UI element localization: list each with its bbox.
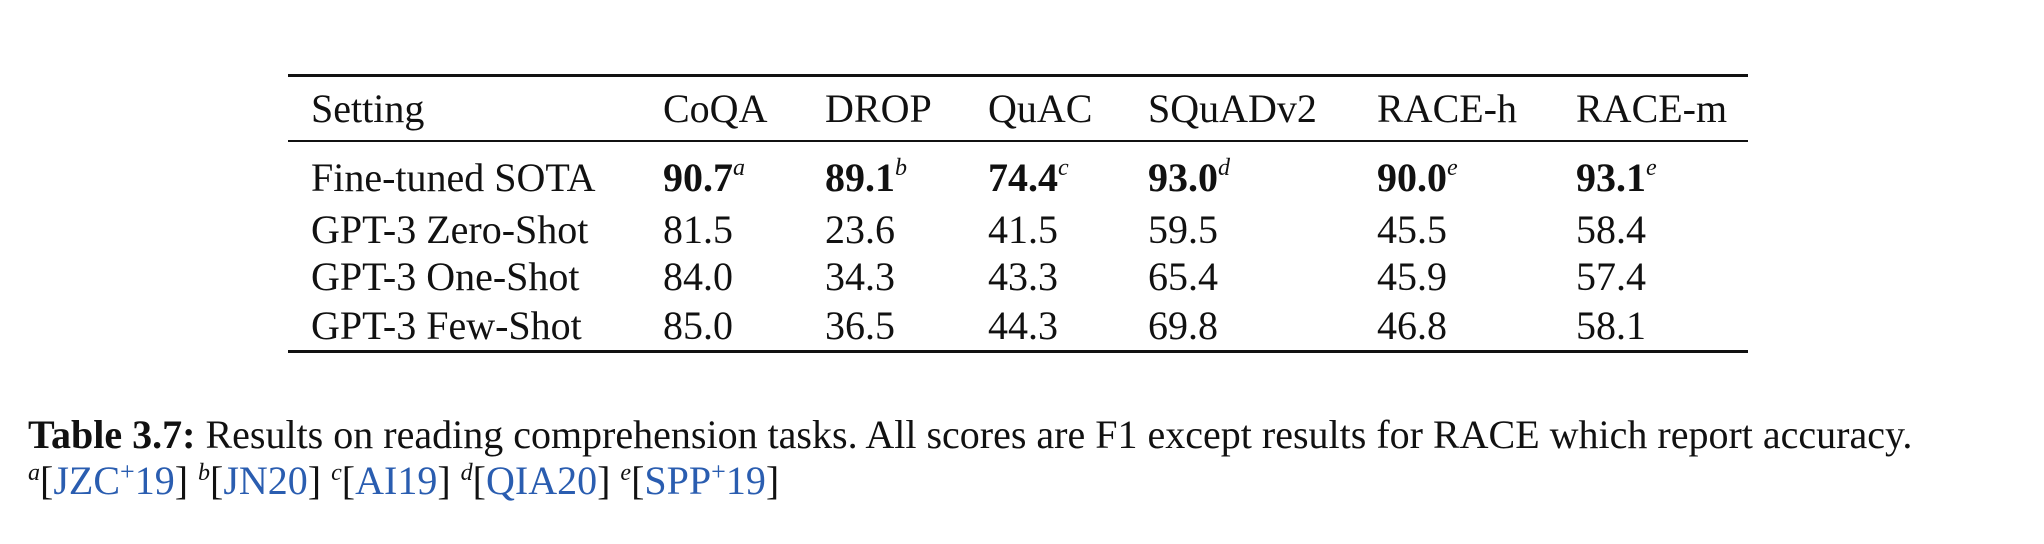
citation-link[interactable]: JN20	[223, 458, 307, 503]
sota-cell: 93.0d	[1148, 142, 1377, 206]
mid-rule	[288, 140, 1748, 142]
table-cell: 59.5	[1148, 207, 1218, 252]
sota-value: 93.1	[1576, 154, 1646, 200]
citation-item: a[JZC+19]	[28, 458, 188, 503]
table-cell: 23.6	[825, 207, 895, 252]
sota-value: 74.4	[988, 154, 1058, 200]
sota-cell: 90.7a	[663, 142, 825, 206]
citation-mark: e	[620, 460, 632, 486]
table-cell: 45.9	[1377, 254, 1447, 299]
table-cell: 41.5	[988, 207, 1058, 252]
citation-close: ]	[597, 458, 611, 503]
footnote-mark: c	[1058, 154, 1069, 181]
caption-label: Table 3.7:	[28, 412, 196, 457]
header-quac: QuAC	[988, 86, 1093, 131]
row-label: GPT-3 Few-Shot	[311, 302, 582, 348]
sota-cell: 74.4c	[988, 142, 1148, 206]
table-cell: 44.3	[988, 302, 1058, 348]
header-setting: Setting	[311, 86, 425, 131]
results-table-grid: Setting CoQA DROP QuAC SQuADv2 RACE-h RA…	[288, 77, 1748, 140]
citation-close: ]	[437, 458, 451, 503]
table-row-sota: Fine-tuned SOTA 90.7a 89.1b 74.4c 93.0d …	[288, 142, 1748, 206]
citation-ref: QIA20	[485, 458, 598, 503]
table-cell: 34.3	[825, 254, 895, 299]
table-cell: 58.1	[1576, 302, 1646, 348]
citation-year: 19	[134, 458, 175, 503]
sota-cell: 90.0e	[1377, 142, 1576, 206]
header-drop: DROP	[825, 86, 932, 131]
header-coqa: CoQA	[663, 86, 768, 131]
citation-open: [	[40, 458, 54, 503]
citation-link[interactable]: AI19	[355, 458, 437, 503]
citation-ref: AI19	[355, 458, 438, 503]
sota-value: 90.7	[663, 154, 733, 200]
citation-item: d[QIA20]	[461, 458, 611, 503]
citation-link[interactable]: SPP+19	[644, 458, 765, 503]
citation-year: 19	[725, 458, 766, 503]
top-rule	[288, 74, 1748, 77]
table-cell: 45.5	[1377, 207, 1447, 252]
row-label: GPT-3 Zero-Shot	[311, 207, 589, 252]
row-label: GPT-3 One-Shot	[311, 254, 580, 299]
table-cell: 65.4	[1148, 254, 1218, 299]
row-label: Fine-tuned SOTA	[311, 154, 596, 200]
header-race-h: RACE-h	[1377, 86, 1517, 131]
sota-cell: 89.1b	[825, 142, 988, 206]
citation-open: [	[631, 458, 645, 503]
header-row: Setting CoQA DROP QuAC SQuADv2 RACE-h RA…	[288, 77, 1748, 140]
citation-mark: c	[331, 460, 342, 486]
bottom-rule	[288, 350, 1748, 353]
table-cell: 85.0	[663, 302, 733, 348]
citation-ref: JN20	[223, 458, 308, 503]
table-row-zero-shot: GPT-3 Zero-Shot 81.5 23.6 41.5 59.5 45.5…	[288, 206, 1748, 253]
citation-close: ]	[174, 458, 189, 503]
results-table: Setting CoQA DROP QuAC SQuADv2 RACE-h RA…	[288, 74, 1748, 353]
sota-value: 90.0	[1377, 154, 1447, 200]
citation-open: [	[341, 458, 356, 503]
header-squadv2: SQuADv2	[1148, 86, 1317, 131]
table-cell: 81.5	[663, 207, 733, 252]
table-cell: 84.0	[663, 254, 733, 299]
citation-ref: SPP	[644, 458, 712, 503]
citation-close: ]	[765, 458, 780, 503]
footnote-mark: e	[1646, 154, 1657, 181]
table-cell: 69.8	[1148, 302, 1218, 348]
footnote-mark: e	[1447, 154, 1458, 181]
table-row-few-shot: GPT-3 Few-Shot 85.0 36.5 44.3 69.8 46.8 …	[288, 300, 1748, 350]
citation-plus: +	[120, 457, 135, 486]
citation-open: [	[210, 458, 224, 503]
caption-line: Table 3.7: Results on reading comprehens…	[28, 412, 2028, 458]
table-cell: 43.3	[988, 254, 1058, 299]
sota-value: 93.0	[1148, 154, 1218, 200]
citation-mark: d	[460, 460, 473, 486]
table-cell: 46.8	[1377, 302, 1447, 348]
citation-line: a[JZC+19] b[JN20] c[AI19] d[QIA20] e[SPP…	[28, 458, 2028, 504]
caption-text: Results on reading comprehension tasks. …	[205, 412, 1913, 457]
citation-plus: +	[711, 457, 726, 486]
citation-item: c[AI19]	[331, 458, 451, 503]
citation-close: ]	[307, 458, 322, 503]
citation-ref: JZC	[53, 458, 121, 503]
table-caption: Table 3.7: Results on reading comprehens…	[28, 412, 2028, 504]
footnote-mark: b	[895, 154, 907, 181]
sota-cell: 93.1e	[1576, 142, 1748, 206]
citation-open: [	[472, 458, 486, 503]
citation-mark: a	[28, 460, 40, 486]
citation-mark: b	[198, 460, 211, 486]
sota-value: 89.1	[825, 154, 895, 200]
citation-item: b[JN20]	[198, 458, 321, 503]
citation-link[interactable]: JZC+19	[53, 458, 174, 503]
table-cell: 36.5	[825, 302, 895, 348]
table-row-one-shot: GPT-3 One-Shot 84.0 34.3 43.3 65.4 45.9 …	[288, 253, 1748, 300]
header-race-m: RACE-m	[1576, 86, 1728, 131]
table-cell: 57.4	[1576, 254, 1646, 299]
footnote-mark: d	[1218, 154, 1230, 181]
citation-item: e[SPP+19]	[620, 458, 779, 503]
table-cell: 58.4	[1576, 207, 1646, 252]
results-table-body: Fine-tuned SOTA 90.7a 89.1b 74.4c 93.0d …	[288, 142, 1748, 350]
citation-link[interactable]: QIA20	[486, 458, 597, 503]
footnote-mark: a	[733, 154, 745, 181]
